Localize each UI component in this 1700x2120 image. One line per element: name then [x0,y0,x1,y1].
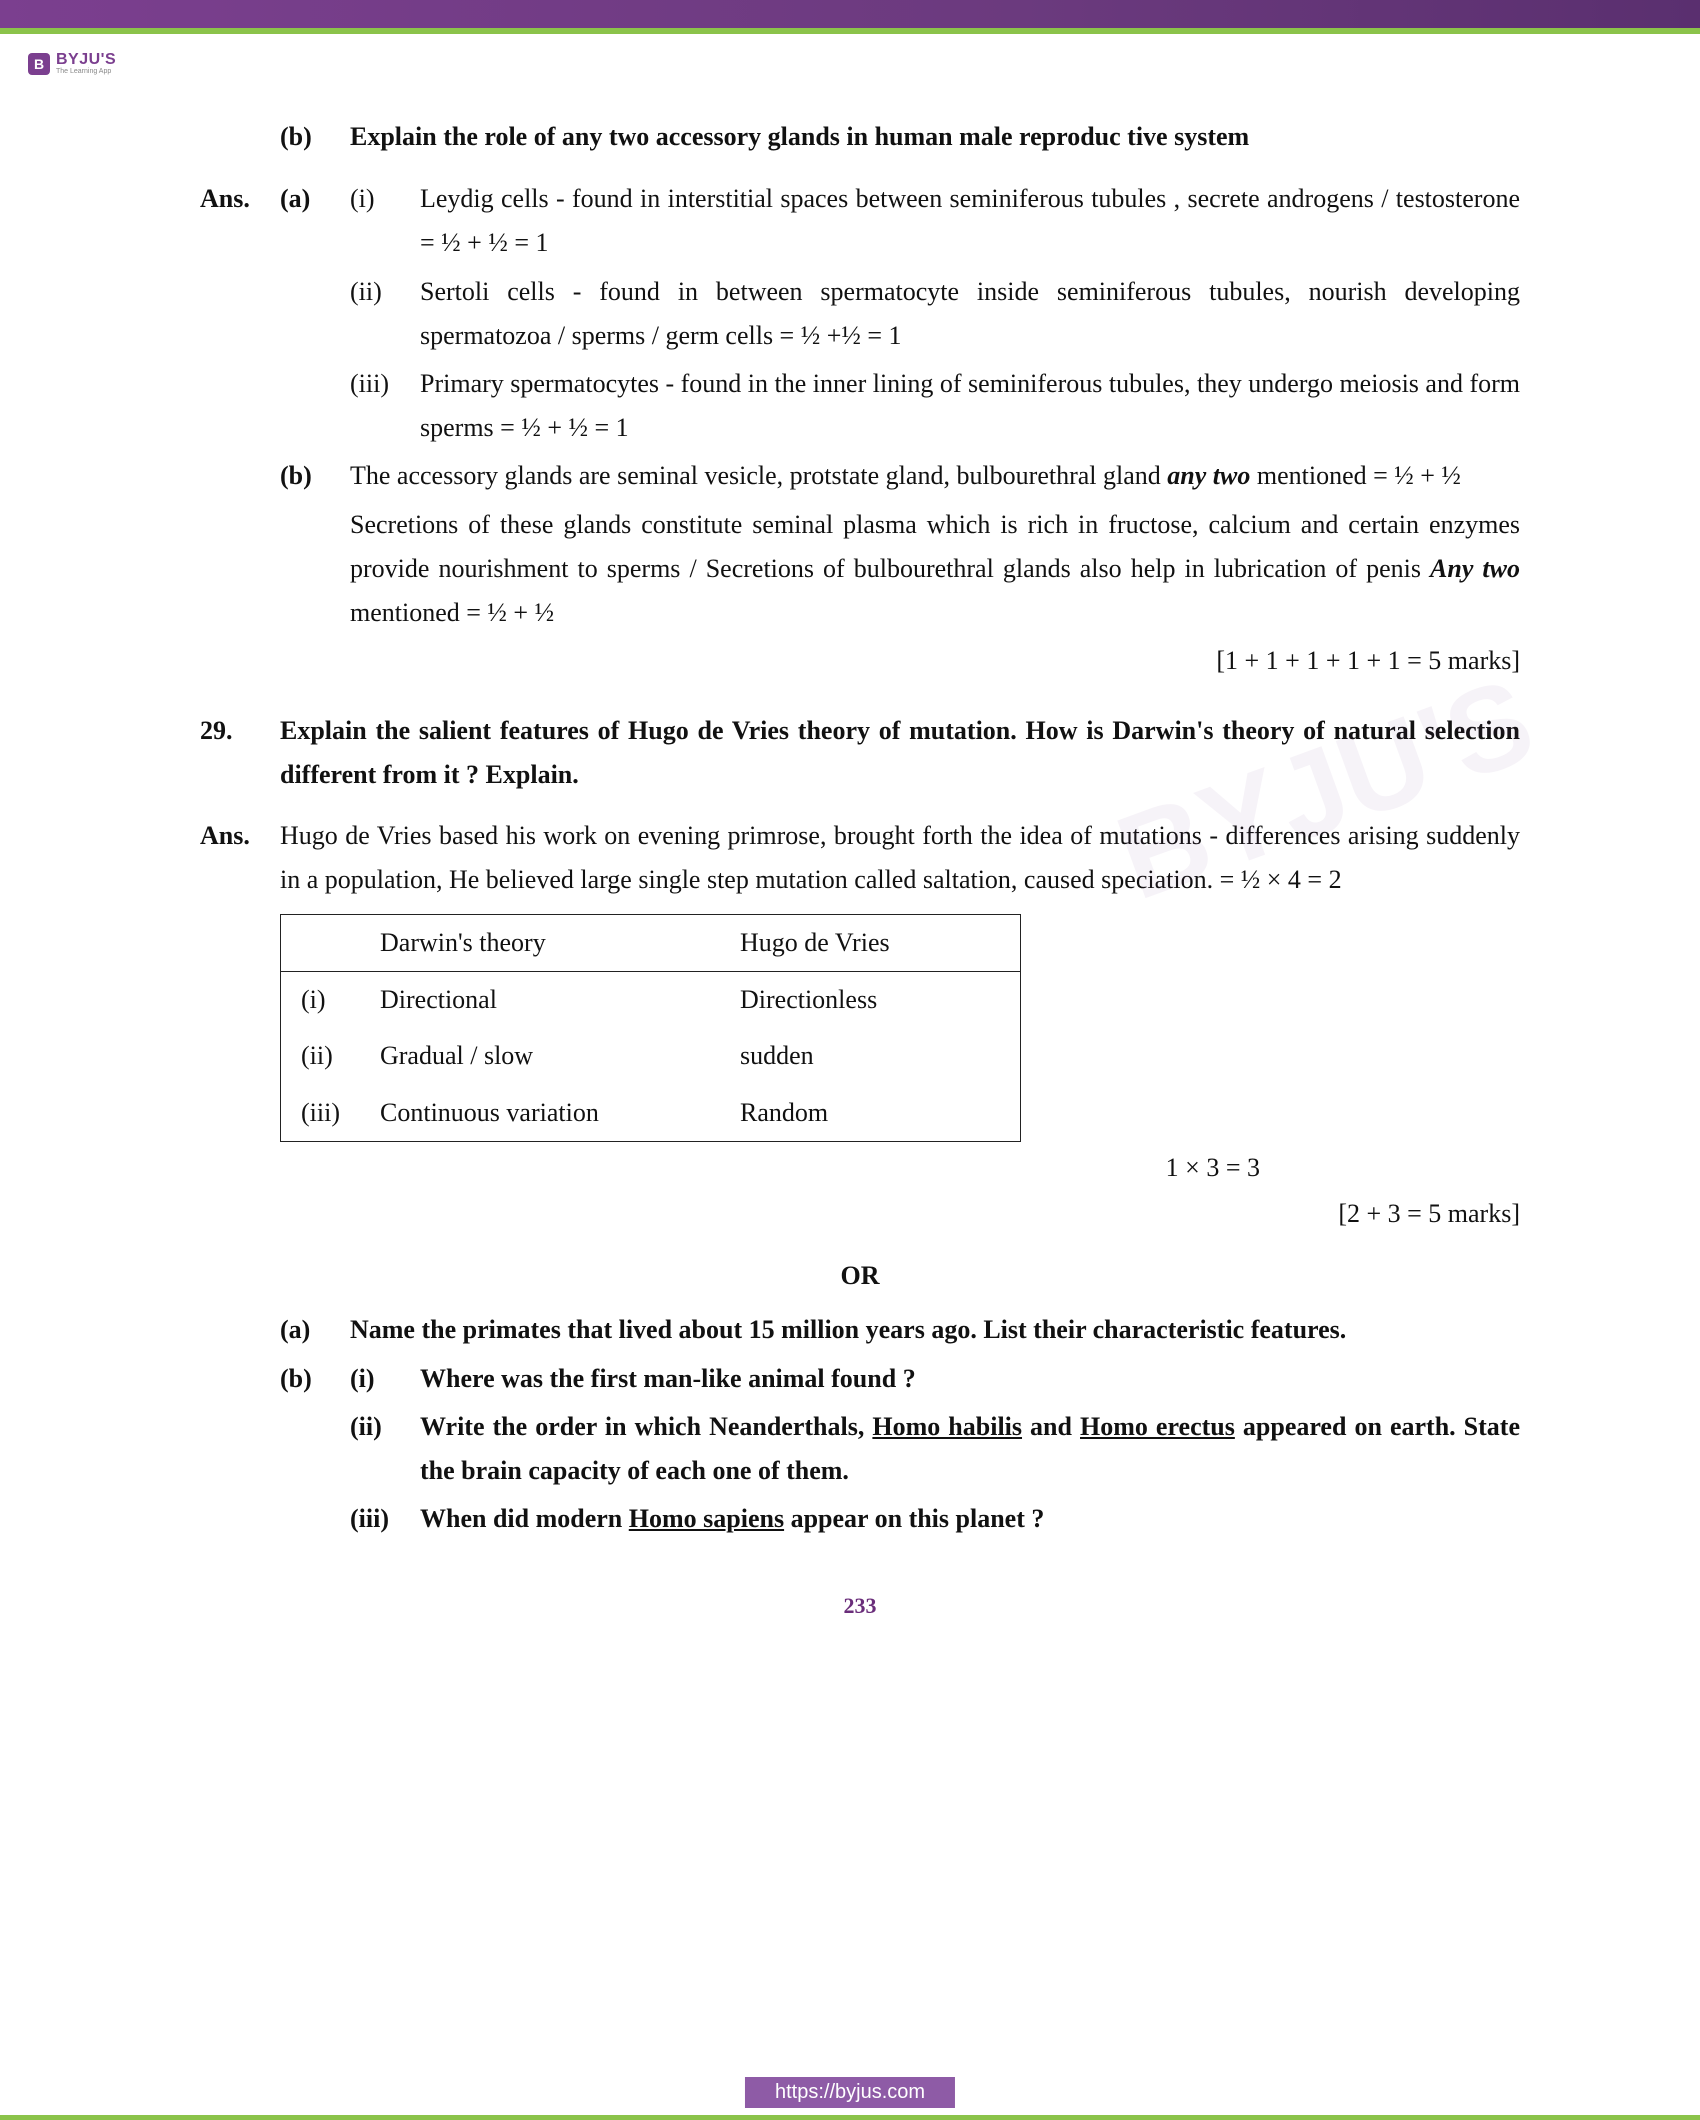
footer-url: https://byjus.com [745,2077,955,2108]
q29-ans-intro: Hugo de Vries based his work on evening … [280,814,1520,902]
q28-b1-bold: any two [1167,461,1250,490]
q29-ii-u1: Homo habilis [872,1412,1022,1441]
q28-a-i-text: Leydig cells - found in interstitial spa… [420,177,1520,265]
table-row-1-num: (i) [281,972,361,1029]
q28-ans-b-label: (b) [280,454,350,498]
q28-ans-b-line2: Secretions of these glands constitute se… [350,503,1520,636]
q29-question: Explain the salient features of Hugo de … [280,709,1520,797]
q29-subtotal: 1 × 3 = 3 [200,1146,1520,1190]
q28-ans-b-line1: The accessory glands are seminal vesicle… [350,454,1520,498]
table-row-3-num: (iii) [281,1085,361,1142]
q29-ii-u2: Homo erectus [1080,1412,1235,1441]
q29-alt-b-i-text: Where was the first man-like animal foun… [420,1357,1520,1401]
q28-a-label: (a) [280,177,350,265]
logo: B BYJU'S The Learning App [0,34,1700,75]
q29-alt-a-text: Name the primates that lived about 15 mi… [350,1308,1520,1352]
q29-alt-b-i-num: (i) [350,1357,420,1401]
logo-sub-text: The Learning App [56,68,116,75]
table-row-3-a: Continuous variation [360,1085,720,1142]
logo-main-text: BYJU'S [56,52,116,68]
q29-number: 29. [200,709,280,797]
footer-line [0,2115,1700,2120]
q28-a-ii-num: (ii) [350,270,420,358]
page-number: 233 [200,1587,1520,1624]
table-head-hugo: Hugo de Vries [720,915,1020,972]
q28-b2-pre: Secretions of these glands constitute se… [350,510,1520,583]
table-row-2-num: (ii) [281,1028,361,1084]
q29-iii-pre: When did modern [420,1504,629,1533]
q28-b-label: (b) [280,115,350,159]
q29-iii-post: appear on this planet ? [784,1504,1044,1533]
q29-alt-b-label: (b) [280,1357,350,1401]
q28-a-ii-text: Sertoli cells - found in between spermat… [420,270,1520,358]
q29-alt-a-label: (a) [280,1308,350,1352]
q29-ii-mid: and [1022,1412,1080,1441]
q28-a-iii-num: (iii) [350,362,420,450]
comparison-table: Darwin's theory Hugo de Vries (i) Direct… [280,914,1021,1142]
q28-b2-post: mentioned = ½ + ½ [350,598,554,627]
q29-ans-label: Ans. [200,814,280,902]
table-row-1-b: Directionless [720,972,1020,1029]
header-bar [0,0,1700,28]
page-content: (b) Explain the role of any two accessor… [0,75,1700,1625]
or-separator: OR [200,1254,1520,1298]
q28-b1-pre: The accessory glands are seminal vesicle… [350,461,1167,490]
q29-iii-u: Homo sapiens [629,1504,784,1533]
table-row-1-a: Directional [360,972,720,1029]
logo-mark-icon: B [28,53,50,75]
table-row-3-b: Random [720,1085,1020,1142]
q28-b-question: Explain the role of any two accessory gl… [350,115,1520,159]
q28-b1-post: mentioned = ½ + ½ [1250,461,1461,490]
q28-b2-bold: Any two [1430,554,1520,583]
q29-ii-pre: Write the order in which Neanderthals, [420,1412,872,1441]
q29-alt-b-ii-num: (ii) [350,1405,420,1493]
table-row-2-b: sudden [720,1028,1020,1084]
q29-alt-b-iii-num: (iii) [350,1497,420,1541]
q28-a-i-num: (i) [350,177,420,265]
q28-ans-label: Ans. [200,177,280,265]
table-row-2-a: Gradual / slow [360,1028,720,1084]
q28-marks: [1 + 1 + 1 + 1 + 1 = 5 marks] [200,639,1520,683]
table-head-darwin: Darwin's theory [360,915,720,972]
q29-marks: [2 + 3 = 5 marks] [200,1192,1520,1236]
q28-a-iii-text: Primary spermatocytes - found in the inn… [420,362,1520,450]
q29-alt-b-iii-text: When did modern Homo sapiens appear on t… [420,1497,1520,1541]
q29-alt-b-ii-text: Write the order in which Neanderthals, H… [420,1405,1520,1493]
